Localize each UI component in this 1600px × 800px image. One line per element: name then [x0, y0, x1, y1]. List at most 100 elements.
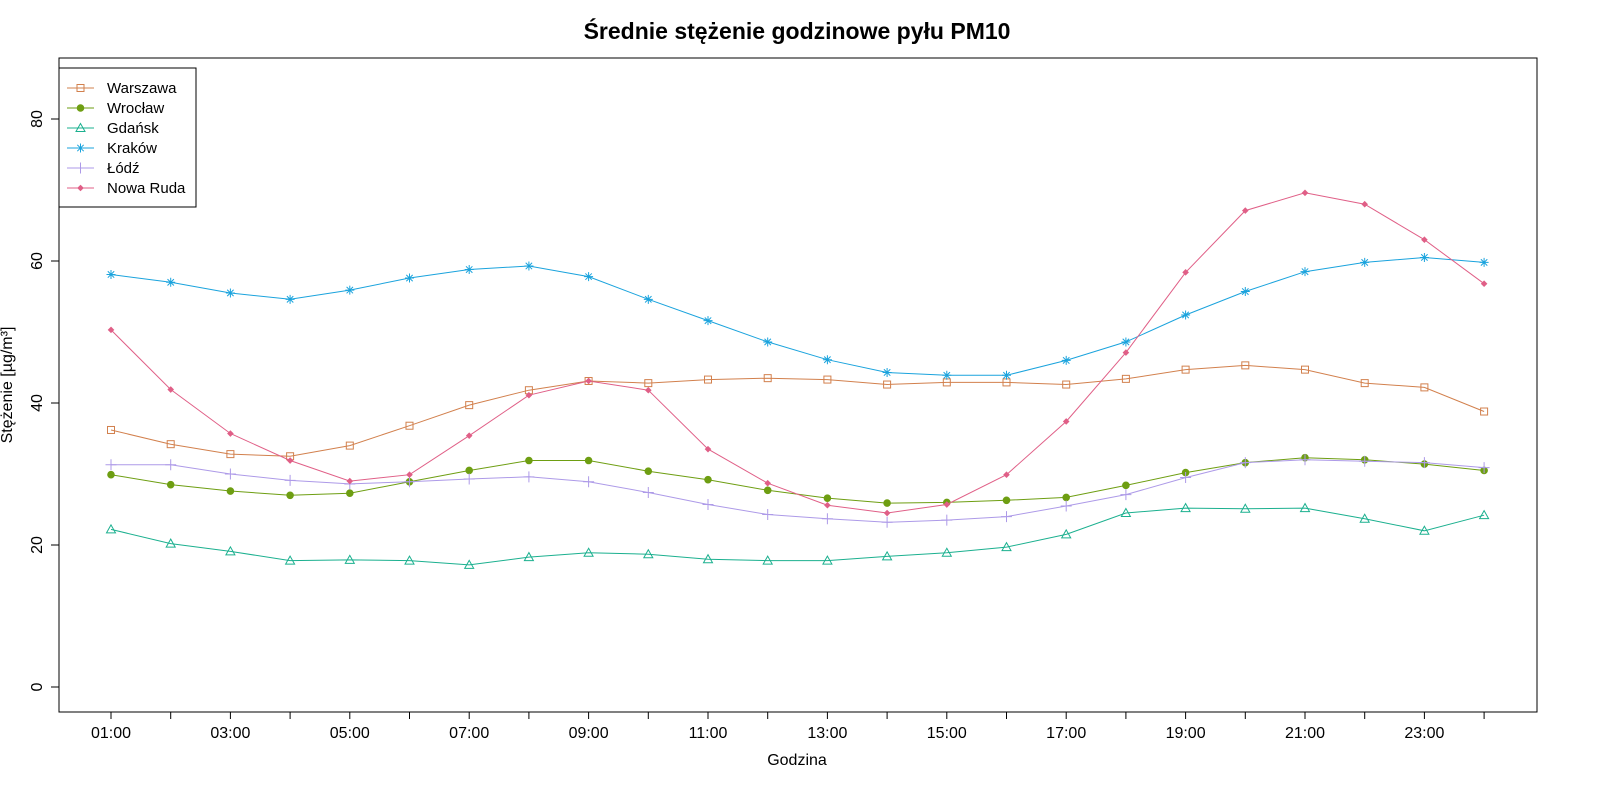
series-point [166, 480, 175, 489]
legend-marker [76, 104, 85, 112]
series-point [345, 441, 354, 450]
series-point [1301, 365, 1309, 374]
legend-marker [76, 84, 85, 92]
series-point [1003, 471, 1010, 479]
y-axis: 0 20 40 60 80 [29, 110, 59, 691]
series-point [523, 551, 535, 562]
series-point [345, 285, 355, 295]
series-point [105, 459, 117, 471]
series-point [1360, 257, 1370, 267]
series-4 [105, 454, 1490, 528]
legend-label: Wrocław [107, 100, 164, 117]
series-point [883, 380, 892, 389]
series-point [1419, 252, 1429, 262]
series-point [346, 477, 354, 485]
y-tick-label: 20 [29, 536, 46, 554]
series-point [703, 316, 713, 326]
series-point [285, 294, 295, 304]
series-point [525, 391, 533, 399]
series-line-1 [110, 457, 1485, 504]
series-point [1241, 207, 1249, 214]
series-point [824, 501, 831, 509]
series-point [464, 265, 474, 275]
series-3 [106, 252, 1489, 380]
series-point [1239, 457, 1251, 469]
series-point [1359, 513, 1371, 523]
legend-label: Nowa Ruda [107, 180, 186, 197]
series-point [762, 508, 774, 520]
x-tick-label: 01:00 [91, 725, 131, 742]
series-point [704, 475, 712, 484]
series-point [1060, 528, 1072, 539]
series-point [286, 457, 294, 464]
series-point [1239, 503, 1251, 513]
series-point [823, 375, 832, 384]
series-point [284, 474, 296, 486]
series-line-4 [111, 459, 1485, 523]
legend-item-2: Gdańsk [67, 120, 159, 137]
series-point [344, 554, 356, 564]
legend-marker [75, 122, 86, 132]
legend-item-1: Wrocław [67, 100, 164, 117]
series-point [1359, 455, 1371, 467]
series-point [642, 486, 654, 498]
chart-title: Średnie stężenie godzinowe pyłu PM10 [584, 17, 1011, 44]
series-line-5 [110, 192, 1485, 514]
series-point [1002, 496, 1011, 505]
series-point [584, 456, 593, 465]
x-tick-label: 21:00 [1285, 725, 1325, 742]
series-point [942, 370, 952, 380]
x-tick-label: 17:00 [1046, 725, 1086, 742]
x-tick-label: 13:00 [807, 725, 847, 742]
x-tick-label: 05:00 [330, 725, 370, 742]
series-point [106, 269, 116, 279]
series-point [1120, 507, 1132, 518]
series-point [107, 425, 115, 434]
legend-marker [76, 143, 85, 153]
legend-label: Warszawa [107, 80, 177, 97]
series-point [583, 547, 594, 557]
legend-item-3: Kraków [67, 140, 157, 157]
series-point [763, 374, 772, 383]
series-point [1301, 189, 1309, 197]
series-point [1360, 379, 1369, 388]
series-point [465, 466, 474, 475]
series-point [1122, 481, 1130, 490]
x-tick-label: 11:00 [689, 725, 728, 742]
legend-marker [77, 184, 84, 192]
series-point [405, 273, 414, 283]
series-point [1062, 493, 1070, 502]
series-point [1300, 267, 1310, 277]
series-point [1180, 502, 1191, 513]
series-point [404, 555, 415, 565]
y-tick-label: 80 [29, 110, 46, 128]
legend-item-0: Warszawa [67, 80, 177, 97]
x-axis: 01:00 03:00 05:00 07:00 09:00 11:00 13:00 15:00… [91, 711, 1485, 742]
series-point [583, 476, 595, 488]
series-point [167, 386, 175, 393]
x-tick-label: 19:00 [1166, 725, 1206, 742]
series-1 [107, 453, 1488, 507]
series-point [1122, 349, 1130, 356]
series-point [1001, 541, 1012, 552]
series-point [1299, 454, 1311, 466]
series-point [1421, 236, 1428, 244]
series-point [881, 516, 893, 528]
series-5 [107, 189, 1488, 517]
series-point [763, 486, 772, 495]
series-point [1240, 287, 1250, 297]
series-point [1121, 337, 1131, 347]
x-tick-label: 07:00 [449, 725, 489, 742]
series-point [642, 548, 654, 559]
series-point [225, 288, 235, 298]
series-point [165, 459, 177, 471]
series-point [584, 272, 594, 282]
series-point [1181, 310, 1191, 320]
series-point [286, 491, 294, 500]
legend-marker [75, 162, 86, 174]
series-point [702, 553, 714, 564]
series-point [523, 471, 535, 483]
y-axis-label: Stężenie [µg/m³] [0, 327, 16, 444]
series-point [1001, 511, 1012, 523]
series-point [644, 379, 653, 388]
